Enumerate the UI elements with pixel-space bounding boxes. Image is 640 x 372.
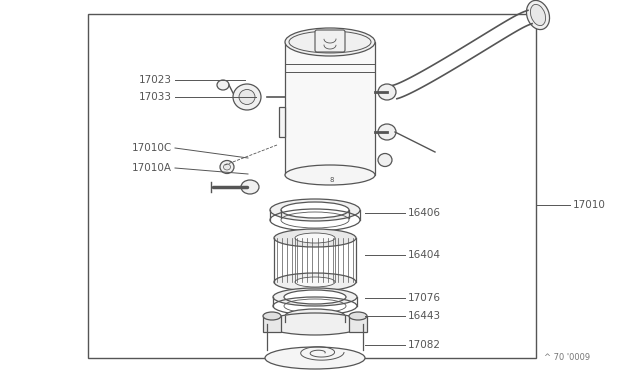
Ellipse shape	[265, 347, 365, 369]
Bar	[349, 316, 367, 332]
Ellipse shape	[531, 4, 545, 26]
FancyBboxPatch shape	[315, 30, 345, 52]
Ellipse shape	[217, 80, 229, 90]
Text: 16404: 16404	[408, 250, 441, 260]
Ellipse shape	[349, 312, 367, 320]
Ellipse shape	[223, 164, 230, 170]
Bar	[263, 316, 281, 332]
Ellipse shape	[274, 229, 356, 247]
Ellipse shape	[285, 309, 345, 323]
Ellipse shape	[378, 124, 396, 140]
Ellipse shape	[273, 288, 357, 306]
Text: ^ 70 '0009: ^ 70 '0009	[544, 353, 590, 362]
Ellipse shape	[239, 90, 255, 105]
Text: 8: 8	[330, 177, 334, 183]
Text: 17010C: 17010C	[132, 143, 172, 153]
Text: 17033: 17033	[139, 92, 172, 102]
Text: 16443: 16443	[408, 311, 441, 321]
Ellipse shape	[295, 277, 335, 287]
Text: 17023: 17023	[139, 75, 172, 85]
Bar	[285, 42, 375, 175]
Ellipse shape	[281, 202, 349, 218]
Bar	[279, 107, 285, 137]
Ellipse shape	[220, 160, 234, 173]
Ellipse shape	[270, 199, 360, 221]
Ellipse shape	[378, 84, 396, 100]
Ellipse shape	[265, 313, 365, 335]
Ellipse shape	[233, 84, 261, 110]
Text: 17010A: 17010A	[132, 163, 172, 173]
Ellipse shape	[263, 312, 281, 320]
Ellipse shape	[284, 290, 346, 304]
Text: 17076: 17076	[408, 293, 441, 303]
Ellipse shape	[378, 154, 392, 167]
Text: 16406: 16406	[408, 208, 441, 218]
Ellipse shape	[527, 0, 550, 30]
Ellipse shape	[274, 273, 356, 291]
Ellipse shape	[285, 28, 375, 56]
Text: 17010: 17010	[573, 200, 606, 210]
Ellipse shape	[241, 180, 259, 194]
Ellipse shape	[295, 233, 335, 243]
Ellipse shape	[285, 165, 375, 185]
Text: 17082: 17082	[408, 340, 441, 350]
Bar	[88, 14, 536, 358]
